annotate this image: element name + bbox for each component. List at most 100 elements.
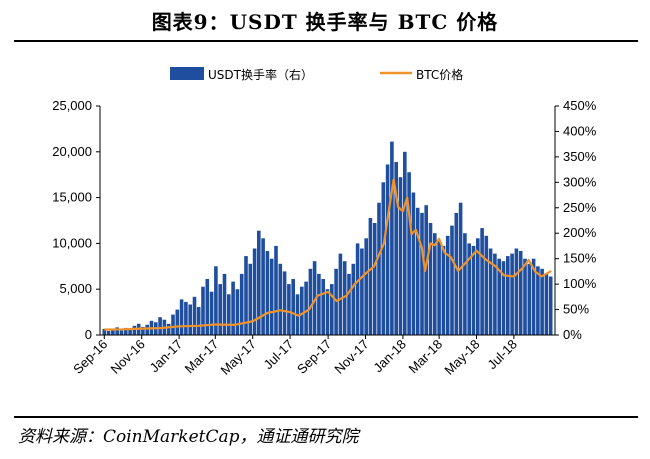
turnover-bar — [450, 225, 454, 335]
turnover-bar — [111, 329, 115, 335]
turnover-bar — [330, 284, 334, 335]
right-tick-label: 250% — [563, 200, 597, 215]
x-tick-label: Nov-16 — [108, 337, 148, 377]
turnover-bar — [196, 307, 201, 335]
turnover-bar — [390, 141, 394, 335]
turnover-bar — [531, 258, 536, 335]
turnover-bar — [368, 218, 373, 335]
turnover-bar — [518, 251, 523, 335]
turnover-bar — [510, 253, 514, 335]
turnover-bar — [411, 192, 416, 335]
turnover-bar — [188, 304, 192, 335]
turnover-bar — [252, 248, 257, 335]
x-tick-label: Jan-18 — [370, 337, 409, 376]
source-rule — [14, 416, 638, 418]
x-tick-label: Jul-18 — [484, 337, 520, 373]
plot-area: 0 5,000 10,000 15,000 20,000 25,000 0% 50% 100% 1… — [52, 67, 597, 378]
turnover-bar — [227, 294, 231, 335]
turnover-bar — [171, 314, 175, 335]
turnover-bar — [360, 248, 364, 335]
turnover-bar — [501, 261, 506, 335]
turnover-bar — [308, 268, 313, 335]
turnover-bar — [265, 251, 270, 335]
turnover-bar — [317, 273, 321, 335]
right-tick-label: 50% — [563, 302, 589, 317]
turnover-bar — [394, 162, 398, 335]
turnover-bar — [351, 263, 356, 335]
left-tick-label: 0 — [85, 327, 92, 342]
turnover-bar — [385, 164, 390, 335]
turnover-bar — [497, 258, 501, 335]
legend-label-btc: BTC价格 — [416, 67, 463, 82]
turnover-bar — [244, 256, 248, 335]
right-tick-label: 350% — [563, 149, 597, 164]
right-tick-label: 0% — [563, 327, 582, 342]
turnover-bar — [287, 284, 291, 335]
right-tick-label: 300% — [563, 174, 597, 189]
turnover-bar — [145, 324, 149, 335]
turnover-bar — [377, 202, 381, 335]
turnover-bar — [141, 326, 145, 335]
legend-label-turnover: USDT换手率（右） — [208, 67, 313, 82]
x-tick-label: Sep-17 — [294, 337, 334, 377]
turnover-bar — [342, 261, 347, 335]
turnover-bar — [407, 172, 411, 335]
x-tick-label: Nov-17 — [331, 337, 371, 377]
turnover-bar — [454, 212, 459, 335]
turnover-bar — [471, 245, 476, 335]
turnover-bar — [128, 328, 132, 335]
turnover-bar — [300, 286, 304, 335]
right-tick-label: 400% — [563, 123, 597, 138]
turnover-bar — [445, 235, 450, 335]
x-tick-label: Mar-18 — [405, 337, 445, 377]
turnover-bar — [201, 286, 205, 335]
turnover-bar — [338, 253, 343, 335]
x-tick-label: May-17 — [218, 337, 259, 378]
x-tick-label: May-18 — [441, 337, 482, 378]
turnover-bar — [291, 279, 295, 335]
turnover-bar — [523, 258, 527, 335]
turnover-bar — [493, 253, 497, 335]
x-tick-label: Mar-17 — [182, 337, 222, 377]
left-tick-label: 25,000 — [52, 98, 92, 113]
turnover-bar — [441, 245, 446, 335]
x-tick-label: Jan-17 — [147, 337, 186, 376]
turnover-bar — [420, 212, 424, 335]
turnover-bar — [261, 238, 265, 335]
turnover-bar — [209, 291, 214, 335]
turnover-bar — [467, 243, 471, 335]
turnover-bar — [278, 263, 283, 335]
turnover-bar — [158, 317, 162, 335]
turnover-bar — [463, 233, 467, 335]
left-tick-label: 20,000 — [52, 144, 92, 159]
turnover-bar — [102, 328, 107, 335]
turnover-bar — [282, 271, 287, 335]
turnover-bar — [192, 296, 197, 335]
turnover-bar — [433, 233, 437, 335]
turnover-bar — [274, 245, 278, 335]
right-tick-label: 150% — [563, 251, 597, 266]
turnover-bar — [222, 273, 227, 335]
turnover-bar — [484, 235, 489, 335]
turnover-bar — [257, 230, 261, 335]
x-tick-label: Sep-16 — [70, 337, 110, 377]
left-tick-label: 5,000 — [59, 281, 92, 296]
right-tick-label: 450% — [563, 98, 597, 113]
turnover-bar — [218, 284, 222, 335]
turnover-bar — [269, 258, 274, 335]
turnover-bar — [106, 330, 111, 335]
turnover-bar — [355, 243, 360, 335]
title-rule — [14, 40, 638, 42]
chart-title: 图表9：USDT 换手率与 BTC 价格 — [151, 10, 499, 34]
turnover-bar — [321, 279, 325, 335]
turnover-bar — [115, 327, 119, 335]
turnover-bar — [304, 281, 308, 335]
turnover-bar — [325, 289, 330, 335]
turnover-bar — [428, 223, 433, 335]
turnover-bar — [372, 223, 377, 335]
x-tick-label: Jul-17 — [261, 337, 297, 373]
turnover-bar — [124, 327, 128, 335]
left-tick-label: 15,000 — [52, 190, 92, 205]
turnover-bar — [480, 228, 484, 335]
